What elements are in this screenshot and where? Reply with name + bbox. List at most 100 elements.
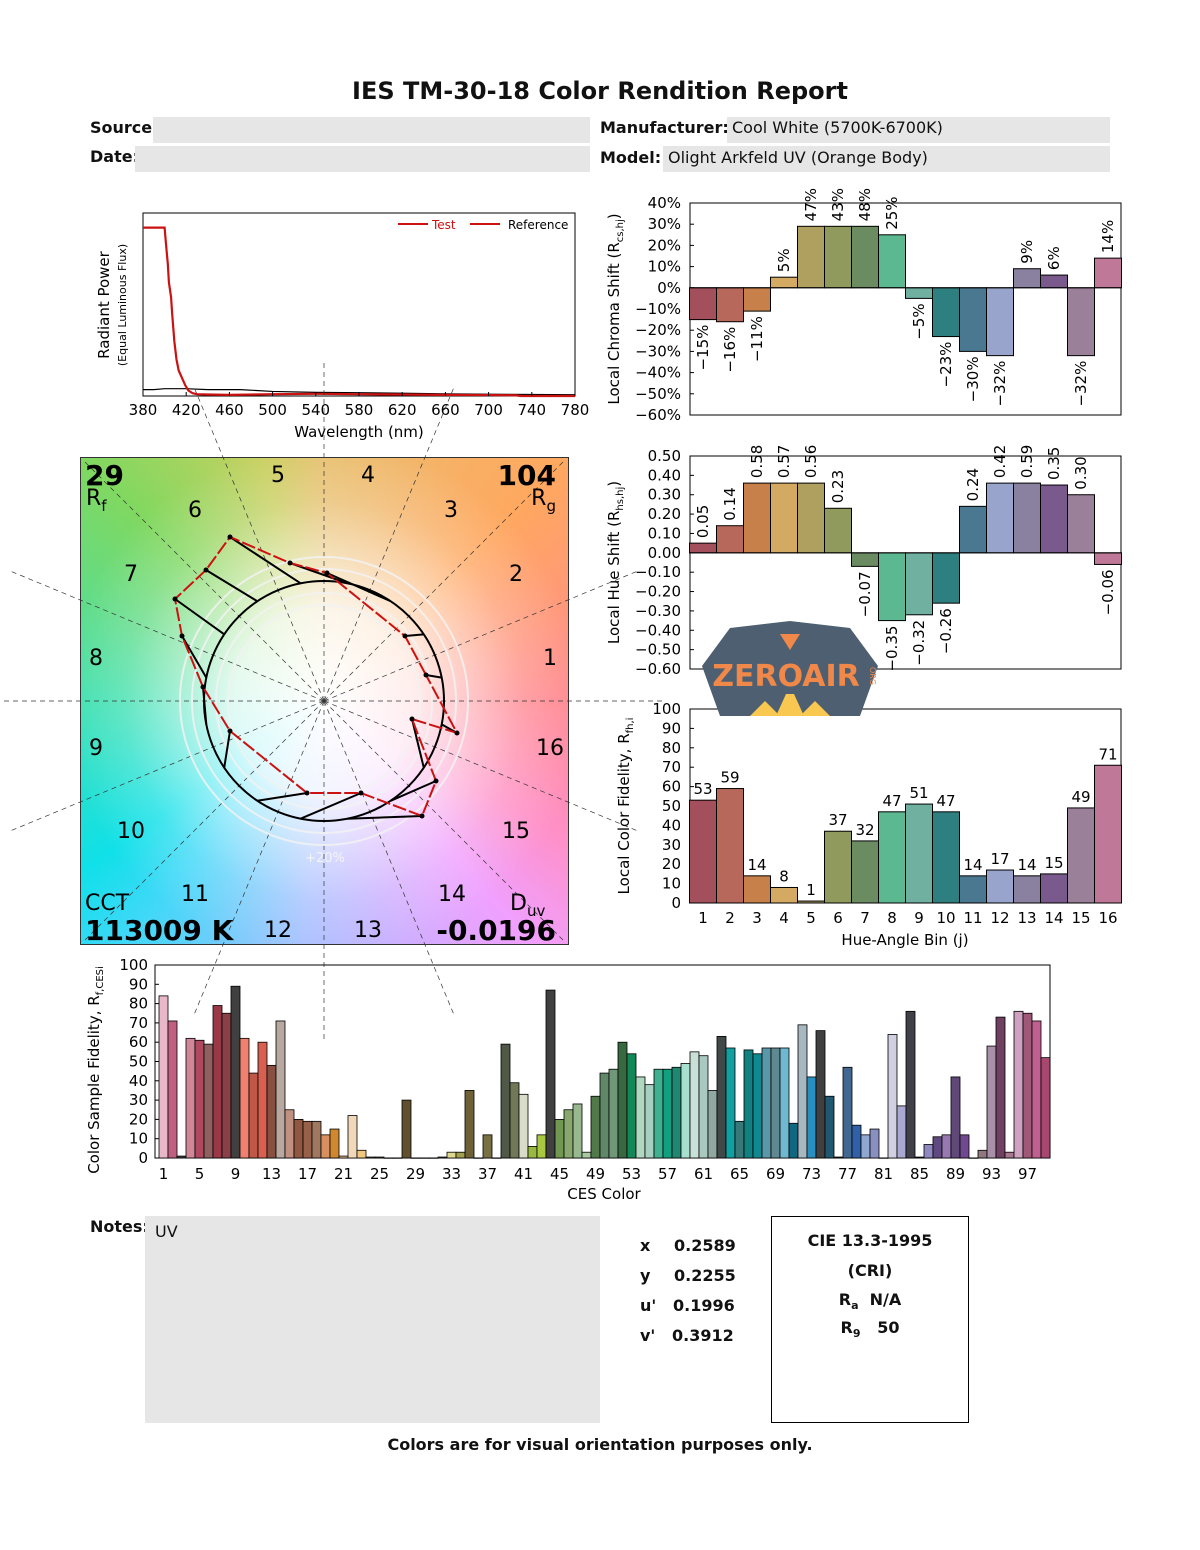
ces-bar-18 <box>311 1120 322 1159</box>
bar-label: −0.35 <box>883 626 901 672</box>
ces-bar-66 <box>743 1049 754 1159</box>
ces-bar-42 <box>527 1146 538 1159</box>
shift-vector <box>347 815 423 820</box>
ces-bar-41 <box>518 1093 529 1159</box>
spd-xtick-label: 540 <box>301 401 330 419</box>
bar-bin-3 <box>743 875 771 904</box>
spectral-power-chart: 380 420 460 500 540 580 620 660 700 740 780 Test R… <box>95 212 589 441</box>
ytick-label: 40 <box>129 1072 148 1090</box>
xtick-label: 29 <box>406 1165 425 1183</box>
vector-graphic-labels: 29 Rf 104 Rg CCT 113009 K Duv -0.0196 +2… <box>85 459 556 947</box>
bar-bin-16 <box>1094 257 1122 289</box>
ces-bar-11 <box>248 1072 259 1159</box>
ytick-label: 0.10 <box>648 524 681 542</box>
bar-label: −23% <box>937 342 955 388</box>
date-field <box>135 146 590 172</box>
bar-bin-14 <box>1040 274 1068 289</box>
notes-field: UV <box>145 1216 600 1423</box>
spd-xtick-label: 420 <box>172 401 201 419</box>
bar-label: 0.58 <box>748 445 766 478</box>
bar-bin-10 <box>932 287 960 338</box>
ytick-label: 0.00 <box>648 544 681 562</box>
manufacturer-field <box>727 117 1110 143</box>
ces-bar-87 <box>932 1136 943 1159</box>
ytick-label: 40% <box>648 194 681 212</box>
test-point <box>200 684 206 690</box>
ces-bar-80 <box>869 1128 880 1159</box>
xtick-label: 3 <box>752 909 762 927</box>
bar-label: 59 <box>720 769 739 787</box>
xtick-label: 37 <box>478 1165 497 1183</box>
hue-bin-label: 3 <box>444 498 458 523</box>
x-axis-label: CES Color <box>567 1185 641 1203</box>
ces-bar-73 <box>806 1076 817 1159</box>
bar-label: 32 <box>855 821 874 839</box>
ces-bar-82 <box>887 1034 898 1159</box>
xtick-label: 49 <box>586 1165 605 1183</box>
spd-xtick-label: 380 <box>129 401 158 419</box>
xtick-label: 45 <box>550 1165 569 1183</box>
bar-label: −0.26 <box>937 608 955 654</box>
xtick-label: 1 <box>698 909 708 927</box>
ces-bar-96 <box>1013 1010 1024 1159</box>
logo-suffix: ORG <box>868 667 877 685</box>
cri-title: CIE 13.3-1995 <box>807 1231 933 1250</box>
bar-label: 0.24 <box>964 468 982 501</box>
test-point <box>402 633 408 639</box>
bar-label: 0.30 <box>1072 456 1090 489</box>
xtick-label: 41 <box>514 1165 533 1183</box>
test-point <box>419 813 425 819</box>
ces-bar-89 <box>950 1076 961 1159</box>
chromaticity-row: u' 0.1996 <box>640 1296 760 1326</box>
ces-bar-58 <box>671 1066 682 1159</box>
hue-bin-label: 9 <box>89 736 103 761</box>
local-hue-shift-chart: 0.500.400.300.200.100.00−0.10−0.20−0.30−… <box>605 445 1122 678</box>
bar-bin-10 <box>932 552 960 604</box>
duv-value: -0.0196 <box>436 914 556 947</box>
ytick-label: 0.20 <box>648 505 681 523</box>
ytick-label: 80 <box>662 739 681 757</box>
bar-bin-13 <box>1013 482 1041 554</box>
ces-bar-48 <box>581 1151 592 1159</box>
shift-vector <box>300 792 362 820</box>
xtick-label: 53 <box>622 1165 641 1183</box>
ces-bar-88 <box>941 1134 952 1159</box>
ces-bar-49 <box>590 1095 601 1159</box>
test-point <box>454 730 460 736</box>
bar-bin-8 <box>878 811 906 904</box>
ces-bar-59 <box>680 1063 691 1159</box>
bar-label: 14 <box>747 856 766 874</box>
hue-bin-label: 8 <box>89 646 103 671</box>
ytick-label: −60% <box>635 406 681 424</box>
shift-vector <box>411 718 425 768</box>
ces-bar-10 <box>239 1037 250 1159</box>
spd-xtick-label: 740 <box>517 401 546 419</box>
ces-bar-33 <box>446 1151 457 1159</box>
bar-label: 0.14 <box>721 487 739 520</box>
ces-bar-69 <box>770 1047 781 1159</box>
ces-bar-46 <box>563 1109 574 1159</box>
bar-label: −32% <box>991 361 1009 407</box>
xtick-label: 11 <box>963 909 982 927</box>
model-label: Model: <box>600 148 662 167</box>
xtick-label: 9 <box>231 1165 241 1183</box>
bar-label: 5% <box>775 248 793 272</box>
bar-bin-5 <box>797 482 825 554</box>
bar-label: −15% <box>694 325 712 371</box>
bar-bin-7 <box>851 225 879 289</box>
bar-label: 0.57 <box>775 445 793 478</box>
ytick-label: 50 <box>662 797 681 815</box>
ytick-label: 100 <box>119 956 148 974</box>
ytick-label: 60 <box>662 778 681 796</box>
bar-bin-2 <box>716 287 744 323</box>
ytick-label: 10 <box>129 1130 148 1148</box>
coord-label: v' <box>640 1326 656 1345</box>
hue-bin-label: 1 <box>543 646 557 671</box>
hue-bin-label: 5 <box>271 463 285 488</box>
notes-value: UV <box>155 1222 178 1241</box>
ces-bar-20 <box>329 1128 340 1159</box>
ces-bar-61 <box>698 1055 709 1159</box>
legend-test-label: Test <box>431 218 456 232</box>
ces-bar-35 <box>464 1090 475 1159</box>
